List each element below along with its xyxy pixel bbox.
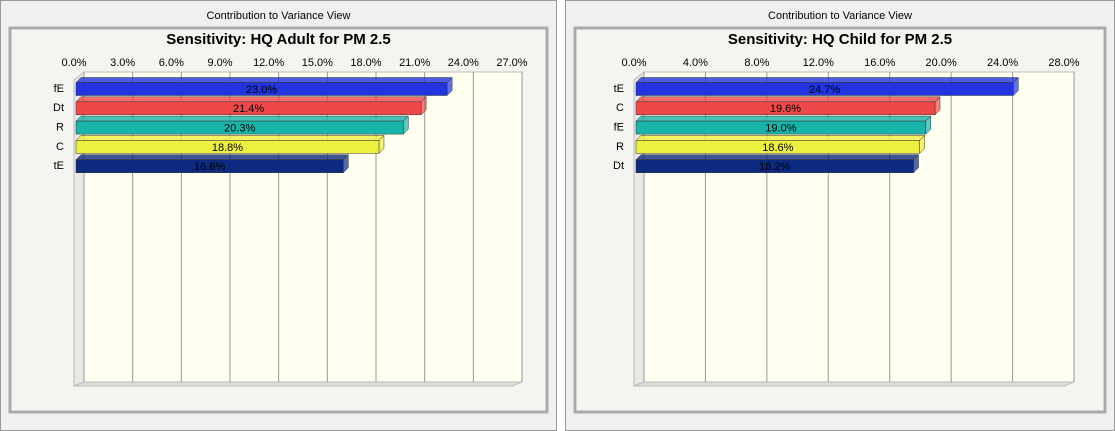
y-tick-label: R [616,141,624,153]
x-tick-label: 18.0% [350,57,381,69]
x-tick-label: 3.0% [110,57,135,69]
x-tick-label: 20.0% [926,57,957,69]
chart-title: Sensitivity: HQ Child for PM 2.5 [728,31,952,48]
x-tick-label: 12.0% [253,57,284,69]
bar-top [75,96,427,103]
y-tick-label: C [56,141,64,153]
value-label: 16.6% [194,161,225,173]
x-tick-label: 0.0% [621,57,646,69]
y-tick-label: fE [54,83,64,95]
value-label: 23.0% [246,84,277,96]
y-tick-label: C [616,102,624,114]
bar [635,159,914,173]
bar [75,140,380,154]
value-label: 18.6% [762,142,793,154]
x-tick-label: 24.0% [448,57,479,69]
window-title: Contribution to Variance View [207,10,351,22]
bar-top [75,154,349,160]
x-tick-label: 15.0% [302,57,333,69]
value-label: 19.0% [765,123,796,135]
value-label: 18.2% [759,161,790,173]
bar-top [635,154,920,160]
x-tick-label: 28.0% [1048,57,1079,69]
x-tick-label: 27.0% [496,57,527,69]
x-tick-label: 6.0% [159,57,184,69]
value-label: 24.7% [809,84,840,96]
bar [635,120,927,135]
value-label: 19.6% [770,103,801,115]
y-tick-label: Dt [53,102,64,114]
x-tick-label: 12.0% [803,57,834,69]
value-label: 20.3% [224,123,255,135]
x-tick-label: 0.0% [61,57,86,69]
bar [75,101,422,116]
window-title: Contribution to Variance View [768,10,912,22]
panel: Contribution to Variance View Sensitivity… [0,0,557,431]
x-tick-label: 9.0% [207,57,232,69]
bar [635,101,936,116]
y-tick-label: fE [614,122,624,134]
x-tick-label: 8.0% [744,57,769,69]
chart-title: Sensitivity: HQ Adult for PM 2.5 [166,31,390,48]
bar-top [75,77,453,83]
plot-floor [633,381,1075,387]
bar-top [635,115,932,122]
bar-top [75,135,385,141]
bar-top [635,135,926,141]
bar [75,82,448,96]
plot-floor [73,381,523,387]
y-tick-label: Dt [613,160,624,172]
x-tick-label: 21.0% [399,57,430,69]
value-label: 18.8% [212,142,243,154]
bar-top [635,96,941,103]
y-tick-label: tE [54,160,64,172]
x-tick-label: 4.0% [683,57,708,69]
bar-top [635,77,1019,83]
y-tick-label: tE [614,83,624,95]
bar [75,159,344,173]
bar-top [75,115,409,122]
value-label: 21.4% [233,103,264,115]
bar [635,82,1014,96]
y-tick-label: R [56,122,64,134]
x-tick-label: 16.0% [864,57,895,69]
x-tick-label: 24.0% [987,57,1018,69]
bar [635,140,920,154]
panel: Contribution to Variance View Sensitivity… [565,0,1115,431]
bar [75,120,404,135]
